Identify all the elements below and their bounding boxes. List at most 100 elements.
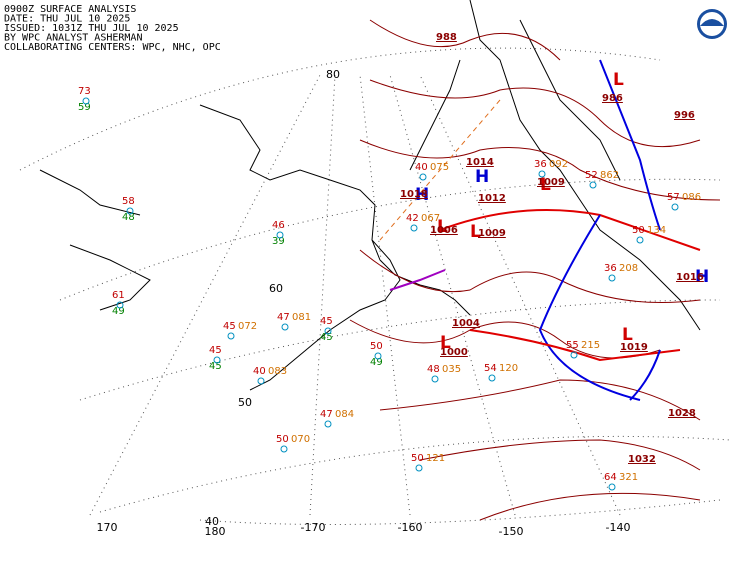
station-temp: 45 — [209, 345, 222, 356]
center-pressure: 1018 — [400, 189, 428, 200]
station-marker — [324, 327, 332, 335]
isobar — [419, 439, 701, 471]
station-pressure: 862 — [600, 170, 619, 181]
center-symbol: H — [695, 267, 709, 287]
station-temp: 48 — [427, 364, 440, 375]
station-temp: 45 — [320, 316, 333, 327]
station-pressure: 086 — [682, 192, 701, 203]
station-temp: 64 — [604, 472, 617, 483]
station-dewpoint: 49 — [112, 306, 125, 317]
station-temp: 61 — [112, 290, 125, 301]
station-marker — [374, 352, 382, 360]
station-marker — [488, 374, 496, 382]
center-symbol: L — [622, 325, 633, 345]
graticule-label: -170 — [301, 521, 326, 534]
graticule-label: -140 — [606, 521, 631, 534]
station-dewpoint: 45 — [209, 361, 222, 372]
graticule-label: 170 — [97, 521, 118, 534]
header-line: COLLABORATING CENTERS: WPC, NHC, OPC — [4, 42, 221, 53]
isobar — [369, 79, 701, 148]
station-dewpoint: 59 — [78, 102, 91, 113]
header-line: BY WPC ANALYST ASHERMAN — [4, 33, 142, 44]
center-symbol: H — [475, 167, 489, 187]
meridian — [309, 74, 336, 516]
station-temp: 40 — [415, 162, 428, 173]
occluded-front — [389, 269, 446, 291]
station-temp: 36 — [534, 159, 547, 170]
trough — [379, 99, 501, 241]
station-marker — [213, 356, 221, 364]
station-temp: 58 — [122, 196, 135, 207]
warm-front — [439, 209, 701, 251]
warm-front — [469, 329, 681, 362]
station-temp: 55 — [566, 340, 579, 351]
isobar — [379, 379, 701, 421]
coastlines — [39, 0, 701, 391]
isobar — [359, 249, 701, 303]
station-pressure: 067 — [421, 213, 440, 224]
station-temp: 47 — [320, 409, 333, 420]
station-marker — [281, 323, 289, 331]
parallel — [199, 499, 721, 525]
station-temp: 46 — [272, 220, 285, 231]
graticule-label: 50 — [238, 396, 252, 409]
station-temp: 50 — [632, 225, 645, 236]
station-marker — [608, 483, 616, 491]
station-marker — [431, 375, 439, 383]
center-symbol: L — [440, 333, 451, 353]
center-pressure: 1009 — [478, 228, 506, 239]
center-symbol: L — [540, 175, 551, 195]
station-marker — [324, 420, 332, 428]
station-pressure: 321 — [619, 472, 638, 483]
meridian — [419, 74, 621, 516]
station-pressure: 083 — [268, 366, 287, 377]
noaa-logo — [697, 9, 727, 39]
isobar-label: 1032 — [628, 454, 656, 465]
center-symbol: H — [415, 185, 429, 205]
isobar — [349, 319, 661, 359]
troughs — [379, 99, 501, 241]
graticule-label: -160 — [398, 521, 423, 534]
isobar — [369, 19, 561, 61]
graticule-label: -150 — [499, 525, 524, 538]
isobar-label: 1012 — [478, 193, 506, 204]
station-marker — [589, 181, 597, 189]
station-temp: 42 — [406, 213, 419, 224]
station-pressure: 215 — [581, 340, 600, 351]
station-marker — [280, 445, 288, 453]
station-pressure: 081 — [292, 312, 311, 323]
station-marker — [82, 97, 90, 105]
center-pressure: 1006 — [430, 225, 458, 236]
graticule-label: 40 — [205, 515, 219, 528]
isobar-label: 996 — [674, 110, 695, 121]
isobar — [479, 492, 701, 521]
station-marker — [636, 236, 644, 244]
station-temp: 36 — [604, 263, 617, 274]
station-pressure: 070 — [291, 434, 310, 445]
station-pressure: 035 — [442, 364, 461, 375]
station-pressure: 072 — [238, 321, 257, 332]
cold-front — [629, 349, 661, 401]
graticule — [19, 47, 731, 525]
isobar-label: 1028 — [668, 408, 696, 419]
station-marker — [410, 224, 418, 232]
station-temp: 52 — [585, 170, 598, 181]
fronts — [389, 59, 701, 401]
station-temp: 47 — [277, 312, 290, 323]
station-temp: 45 — [223, 321, 236, 332]
coastline — [469, 0, 701, 331]
station-pressure: 208 — [619, 263, 638, 274]
isobar — [359, 139, 721, 201]
station-dewpoint: 45 — [320, 332, 333, 343]
center-pressure: 1019 — [620, 342, 648, 353]
station-marker — [116, 301, 124, 309]
station-marker — [227, 332, 235, 340]
center-pressure: 1014 — [466, 157, 494, 168]
station-temp: 50 — [276, 434, 289, 445]
station-marker — [570, 351, 578, 359]
station-pressure: 084 — [335, 409, 354, 420]
station-temp: 73 — [78, 86, 91, 97]
coastline — [409, 59, 461, 171]
center-symbol: L — [470, 222, 481, 242]
